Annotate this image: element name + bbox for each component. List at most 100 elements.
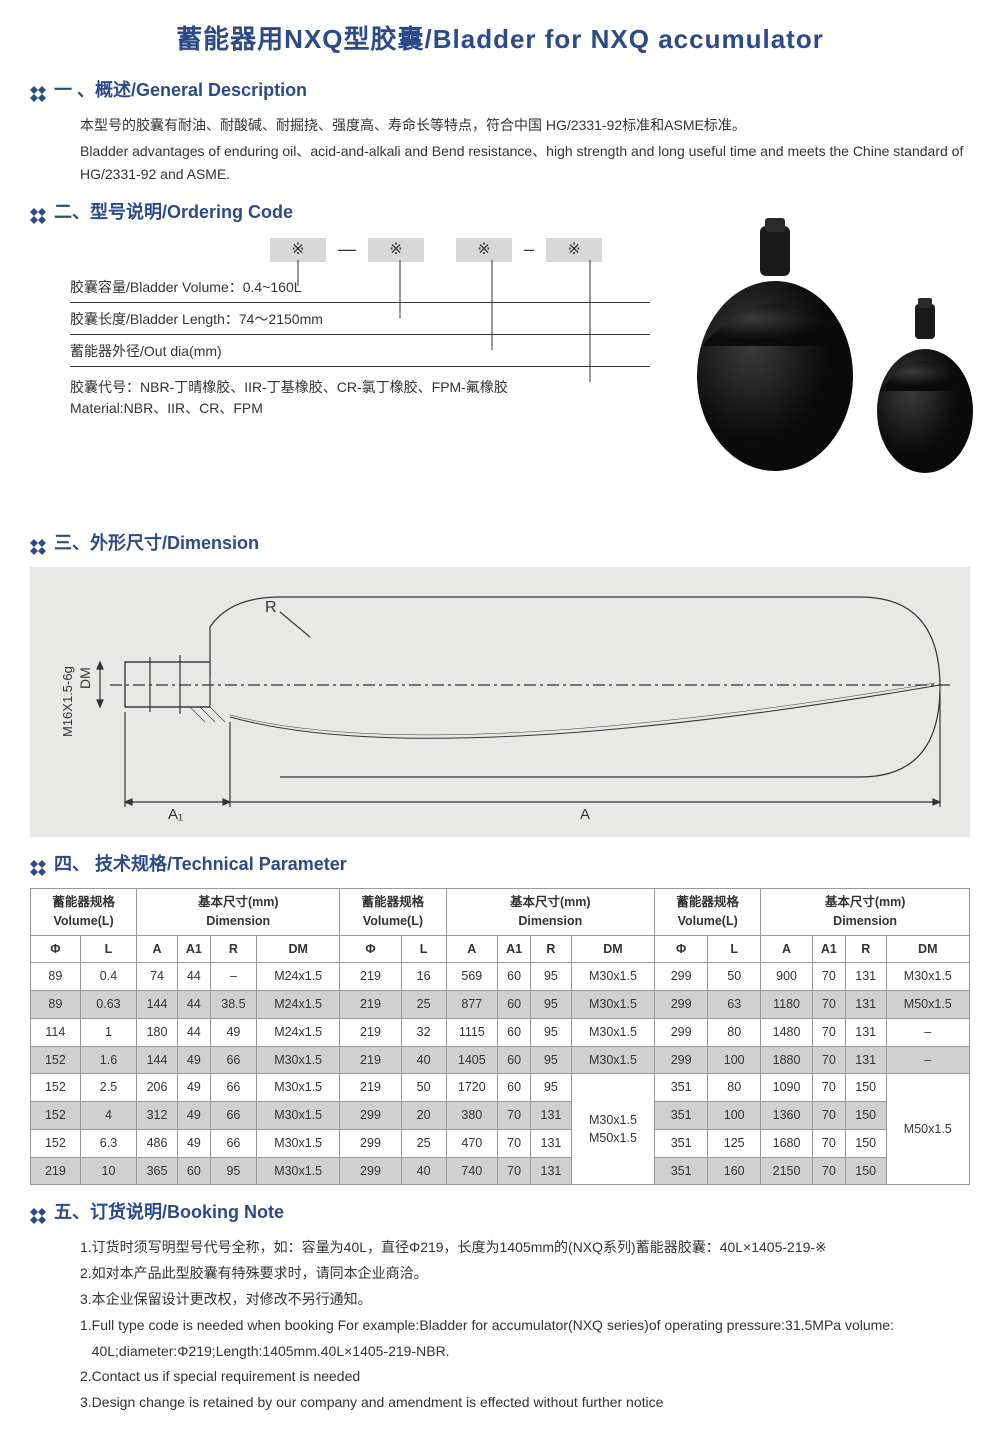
cell: 351 xyxy=(655,1157,708,1185)
parameter-table: 蓄能器规格 Volume(L) 基本尺寸(mm) Dimension 蓄能器规格… xyxy=(30,888,970,1185)
cell: 70 xyxy=(812,1157,845,1185)
col-A: A xyxy=(137,935,178,963)
code-box-4: ※ xyxy=(546,238,602,262)
th-dim-3: 基本尺寸(mm) Dimension xyxy=(761,889,970,936)
cell: 1405 xyxy=(446,1046,498,1074)
cell: 44 xyxy=(177,963,210,991)
cell: 131 xyxy=(531,1102,572,1130)
cell: 70 xyxy=(812,1018,845,1046)
cell: 1115 xyxy=(446,1018,498,1046)
col-R: R xyxy=(845,935,886,963)
cell: 100 xyxy=(708,1102,761,1130)
cell: 40 xyxy=(401,1157,446,1185)
cell: 299 xyxy=(340,1102,401,1130)
dim-label-thread: M16X1.5-6g xyxy=(60,666,75,737)
cell: 4 xyxy=(80,1102,136,1130)
page-title: 蓄能器用NXQ型胶囊/Bladder for NXQ accumulator xyxy=(30,20,970,59)
cell: 150 xyxy=(845,1102,886,1130)
cell: 131 xyxy=(531,1129,572,1157)
section3-title: 三、外形尺寸/Dimension xyxy=(54,530,259,557)
booking-en1b: 40L;diameter:Φ219;Length:1405mm.40L×1405… xyxy=(80,1340,970,1364)
cell: 60 xyxy=(177,1157,210,1185)
cell: 299 xyxy=(340,1157,401,1185)
cell: 1720 xyxy=(446,1074,498,1102)
section5-title: 五、订货说明/Booking Note xyxy=(54,1199,284,1226)
cell: 219 xyxy=(340,991,401,1019)
booking-cn2: 2.如对本产品此型胶囊有特殊要求时，请同本企业商洽。 xyxy=(80,1262,970,1286)
booking-notes: 1.订货时须写明型号代号全称，如：容量为40L，直径Φ219，长度为1405mm… xyxy=(80,1236,970,1415)
cell: 100 xyxy=(708,1046,761,1074)
cell: 219 xyxy=(340,1046,401,1074)
cell: M30x1.5 xyxy=(257,1074,340,1102)
cell: 44 xyxy=(177,1018,210,1046)
booking-cn3: 3.本企业保留设计更改权，对修改不另行通知。 xyxy=(80,1288,970,1312)
booking-en2: 2.Contact us if special requirement is n… xyxy=(80,1365,970,1389)
cell: 60 xyxy=(498,1018,531,1046)
cell: 70 xyxy=(812,1074,845,1102)
col-DM: DM xyxy=(257,935,340,963)
cell: 16 xyxy=(401,963,446,991)
table-row: 219103656095M30x1.5299407407013135116021… xyxy=(31,1157,970,1185)
table-row: 1522.52064966M30x1.52195017206095M30x1.5… xyxy=(31,1074,970,1102)
cell-merged-mid: M30x1.5 M50x1.5 xyxy=(571,1074,654,1185)
cell: 150 xyxy=(845,1129,886,1157)
cell: 95 xyxy=(531,991,572,1019)
cell: 219 xyxy=(340,1018,401,1046)
cell: 131 xyxy=(531,1157,572,1185)
diamond-icon xyxy=(30,1205,46,1221)
cell: 900 xyxy=(761,963,813,991)
code-line-4a: 胶囊代号：NBR-丁晴橡胶、IIR-丁基橡胶、CR-氯丁橡胶、FPM-氟橡胶 xyxy=(70,377,650,398)
cell: 877 xyxy=(446,991,498,1019)
section1-line1: 本型号的胶囊有耐油、耐酸碱、耐掘挠、强度高、寿命长等特点，符合中国 HG/233… xyxy=(80,114,970,136)
code-box-3: ※ xyxy=(456,238,512,262)
cell: 40 xyxy=(401,1046,446,1074)
cell: 49 xyxy=(177,1102,210,1130)
cell: 219 xyxy=(340,1074,401,1102)
col-L: L xyxy=(80,935,136,963)
cell: 70 xyxy=(812,963,845,991)
code-line-4b: Material:NBR、IIR、CR、FPM xyxy=(70,398,650,419)
cell: 299 xyxy=(655,991,708,1019)
code-box-1: ※ xyxy=(270,238,326,262)
cell: M30x1.5 xyxy=(257,1157,340,1185)
code-lines: 胶囊容量/Bladder Volume：0.4~160L 胶囊长度/Bladde… xyxy=(70,271,650,423)
cell: 351 xyxy=(655,1074,708,1102)
section4-title: 四、 技术规格/Technical Parameter xyxy=(54,851,347,878)
cell: 380 xyxy=(446,1102,498,1130)
col-DM: DM xyxy=(571,935,654,963)
cell: 80 xyxy=(708,1018,761,1046)
diamond-icon xyxy=(30,205,46,221)
cell: M30x1.5 xyxy=(571,1018,654,1046)
page-root: 蓄能器用NXQ型胶囊/Bladder for NXQ accumulator 一… xyxy=(0,0,1000,1447)
code-line-3: 蓄能器外径/Out dia(mm) xyxy=(70,335,650,367)
ordering-code-block: ※ — ※ ※ – ※ 胶囊容量/Bladder Volume：0.4~160L… xyxy=(30,236,970,516)
cell: – xyxy=(886,1046,969,1074)
col-A1: A1 xyxy=(812,935,845,963)
section1-body: 本型号的胶囊有耐油、耐酸碱、耐掘挠、强度高、寿命长等特点，符合中国 HG/233… xyxy=(80,114,970,185)
cell: 66 xyxy=(210,1129,256,1157)
cell: 50 xyxy=(401,1074,446,1102)
col-A: A xyxy=(761,935,813,963)
cell: 1.6 xyxy=(80,1046,136,1074)
bladder-small-icon xyxy=(870,296,980,476)
col-Φ: Φ xyxy=(340,935,401,963)
cell: M30x1.5 xyxy=(257,1129,340,1157)
cell: 89 xyxy=(31,991,81,1019)
cell: 365 xyxy=(137,1157,178,1185)
dim-label-DM: DM xyxy=(77,667,93,689)
dim-label-R: R xyxy=(265,599,277,616)
cell: 95 xyxy=(210,1157,256,1185)
section1-line2: Bladder advantages of enduring oil、acid-… xyxy=(80,140,970,185)
cell: 470 xyxy=(446,1129,498,1157)
cell: 74 xyxy=(137,963,178,991)
cell: 70 xyxy=(812,1102,845,1130)
cell: 131 xyxy=(845,991,886,1019)
cell: 312 xyxy=(137,1102,178,1130)
section2-title: 二、型号说明/Ordering Code xyxy=(54,199,293,226)
cell: 66 xyxy=(210,1046,256,1074)
cell: 1680 xyxy=(761,1129,813,1157)
section1-title: 一 、概述/General Description xyxy=(54,77,307,104)
cell: 1480 xyxy=(761,1018,813,1046)
cell: 351 xyxy=(655,1102,708,1130)
cell: 1090 xyxy=(761,1074,813,1102)
